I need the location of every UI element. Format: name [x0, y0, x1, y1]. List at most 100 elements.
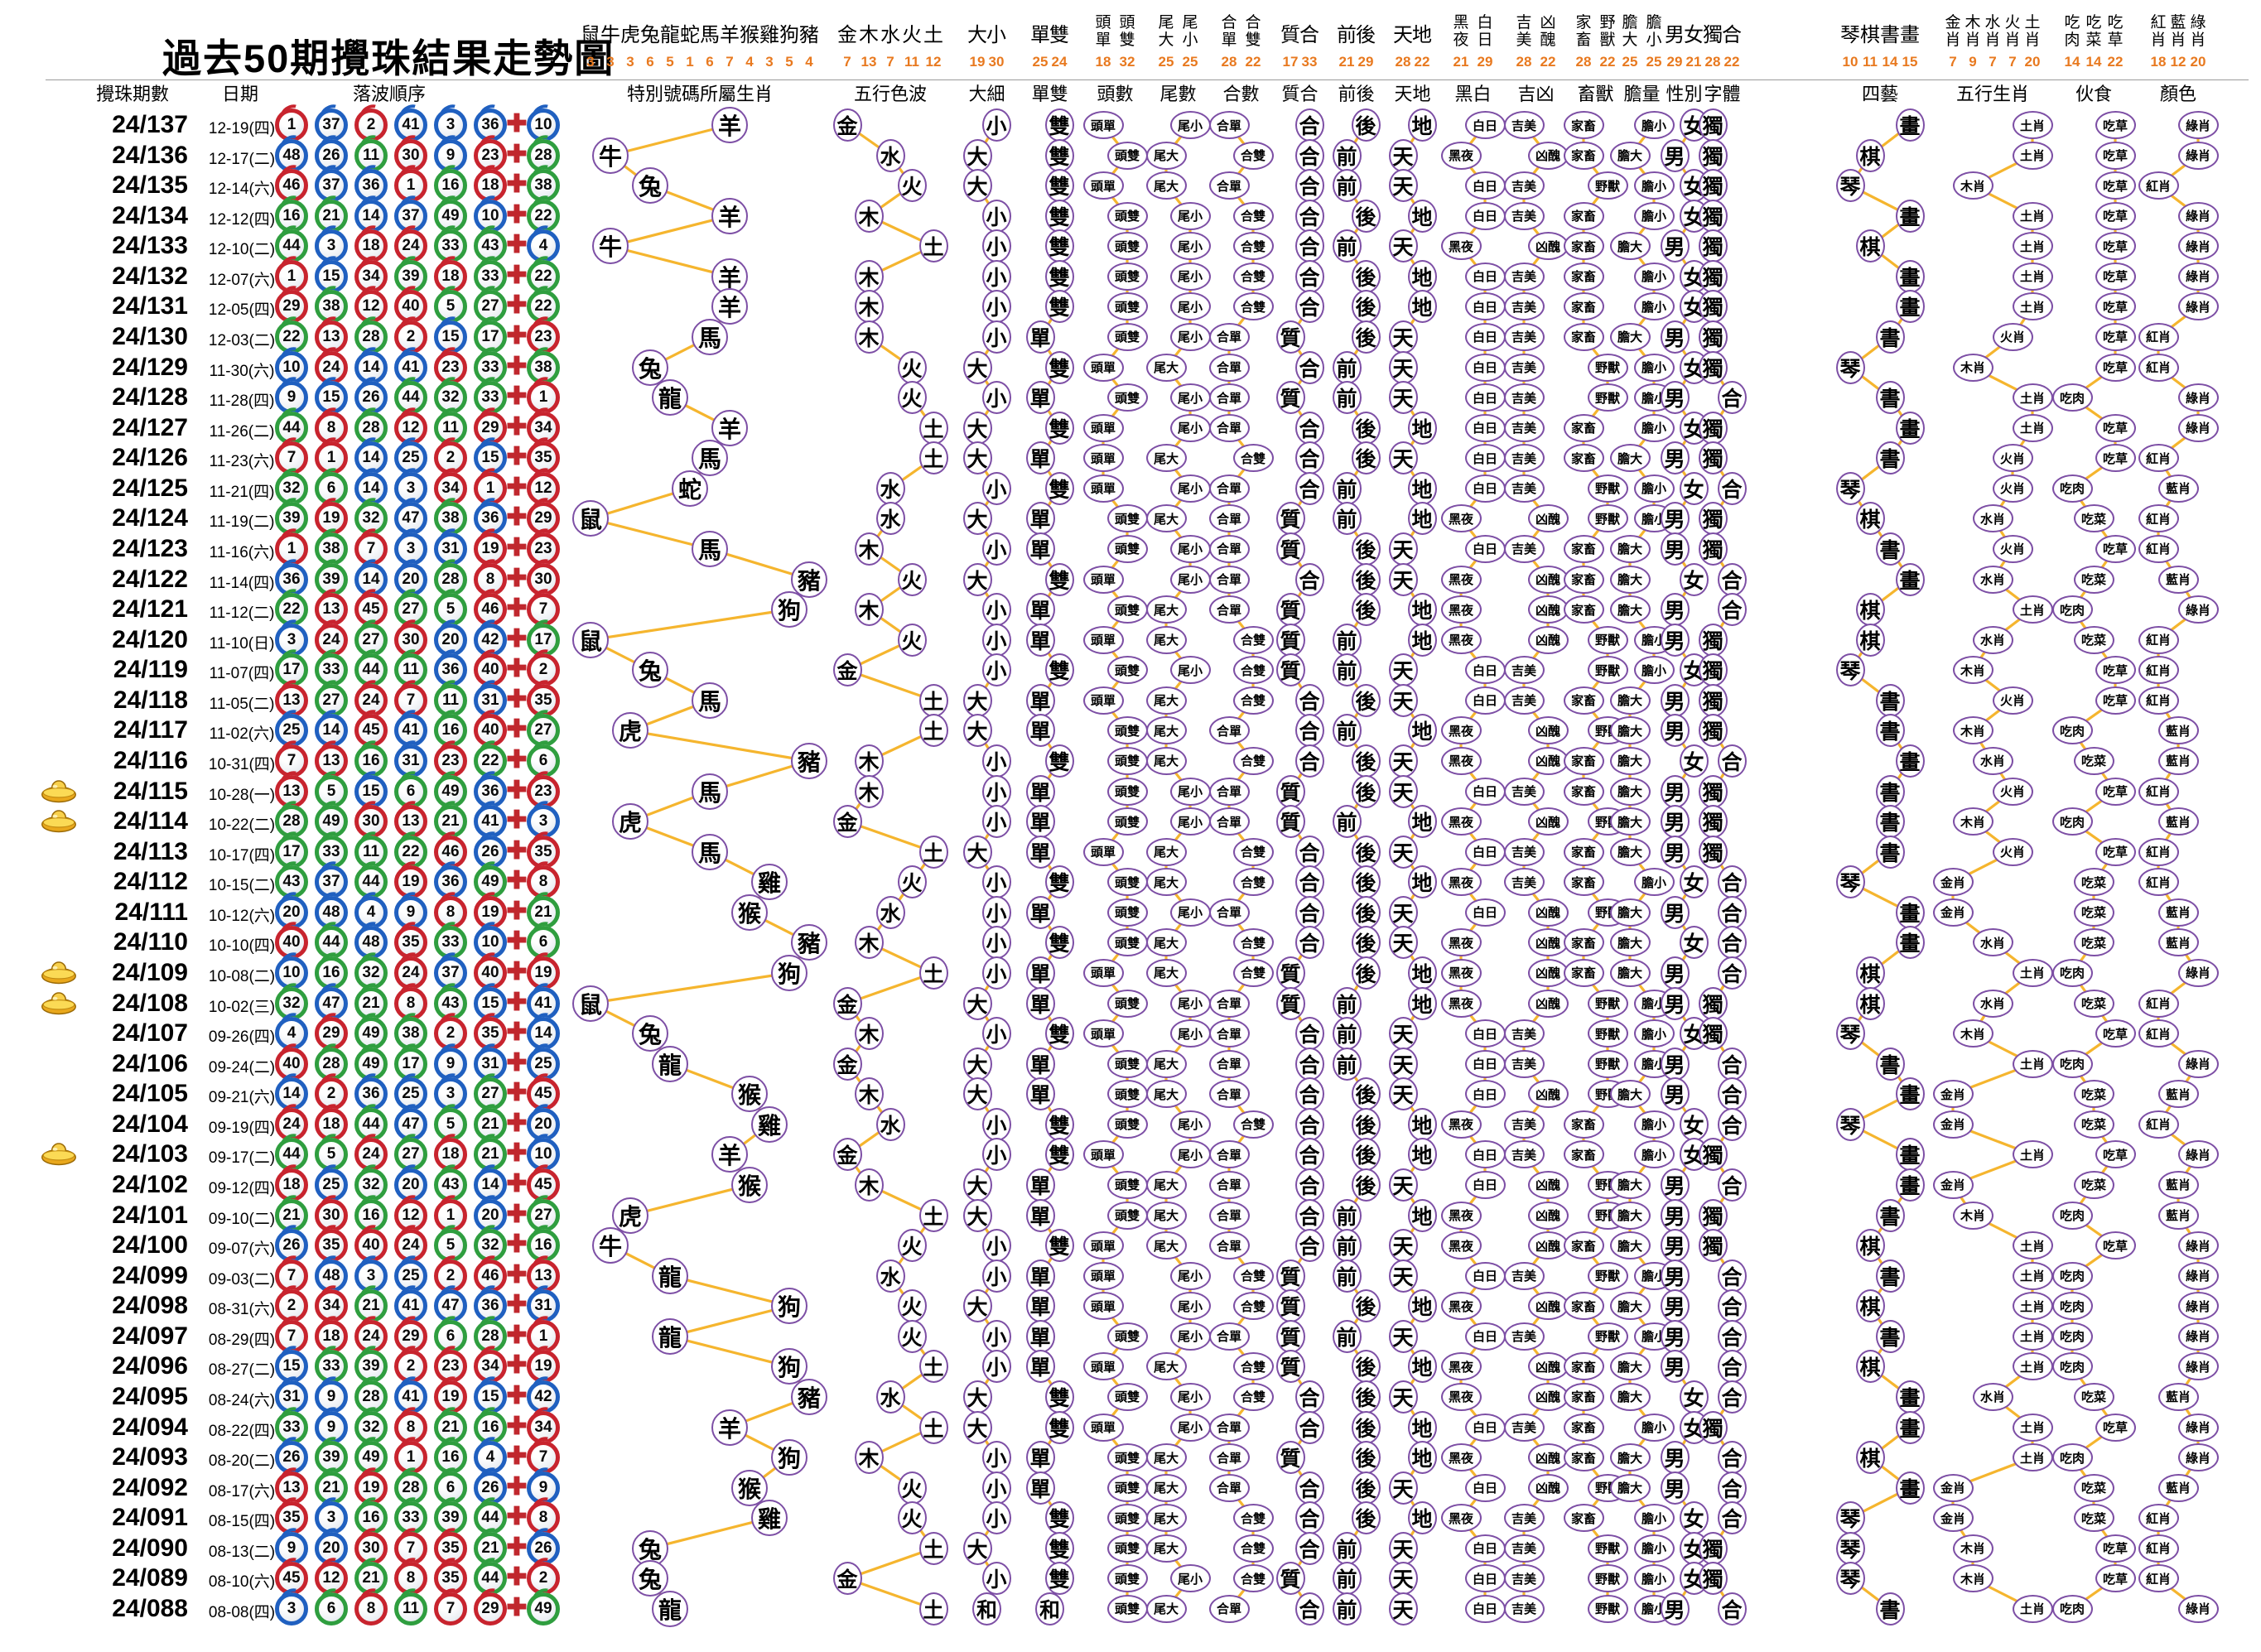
attr-color: 綠肖: [2177, 201, 2219, 230]
attr-tail: 尾小: [1169, 565, 1211, 594]
column-title-bw: 黑白: [1454, 84, 1492, 104]
attr-sex: 男: [1660, 1289, 1690, 1323]
attr-color: 藍肖: [2157, 565, 2199, 594]
header-option-cs-0: 家畜: [1575, 14, 1592, 49]
attr-food: 吃肉: [2051, 595, 2093, 624]
attr-dan: 膽大: [1609, 928, 1651, 957]
attr-cs: 野獸: [1587, 353, 1628, 382]
attr-sum: 合單: [1208, 1170, 1250, 1199]
attr-tail: 尾大: [1145, 1201, 1187, 1230]
header-option-sex-0: 男: [1665, 24, 1685, 46]
attr-ez: 火肖: [1992, 534, 2033, 563]
attr-tail: 尾小: [1169, 1261, 1211, 1290]
attr-dan: 膽大: [1609, 1382, 1651, 1411]
attr-tail: 尾大: [1145, 1352, 1187, 1381]
attr-food: 吃草: [2095, 141, 2136, 170]
attr-fb: 前: [1332, 986, 1362, 1020]
attr-dx: 小: [981, 1319, 1011, 1353]
element-wave: 土: [918, 1592, 948, 1626]
attr-art: 畫: [1895, 1138, 1925, 1172]
special-zodiac: 狗: [771, 954, 808, 991]
attr-ez: 木肖: [1952, 171, 1993, 200]
attr-td: 天: [1388, 381, 1418, 415]
attr-ds: 雙: [1044, 926, 1074, 960]
attr-td: 地: [1407, 1138, 1437, 1172]
element-wave: 土: [918, 441, 948, 475]
attr-tail: 尾小: [1169, 232, 1211, 261]
attr-dx: 小: [981, 1350, 1011, 1384]
attr-tail: 尾大: [1145, 868, 1187, 897]
attr-dx: 小: [981, 290, 1011, 324]
attr-zh: 合: [1294, 744, 1324, 778]
attr-dx: 大: [962, 562, 992, 596]
attr-tail: 尾大: [1145, 444, 1187, 473]
header-count-zodiac-1: 3: [606, 54, 615, 70]
attr-art: 畫: [1895, 108, 1925, 142]
element-wave: 火: [897, 562, 927, 596]
attr-ez: 金肖: [1932, 1110, 1974, 1139]
attr-tail: 尾小: [1169, 201, 1211, 230]
attr-jx: 吉美: [1503, 111, 1545, 139]
attr-ez: 木肖: [1952, 1534, 1993, 1563]
attr-food: 吃草: [2095, 413, 2136, 442]
attr-td: 地: [1407, 1501, 1437, 1535]
attr-jx: 凶醜: [1527, 625, 1569, 654]
attr-sum: 合雙: [1232, 837, 1274, 866]
attr-sex: 男: [1660, 1259, 1690, 1293]
attr-zh: 合: [1294, 562, 1324, 596]
attr-zh: 合: [1294, 350, 1324, 384]
attr-fb: 後: [1351, 1077, 1381, 1111]
attr-food: 吃草: [2095, 292, 2136, 321]
attr-head: 頭單: [1082, 1019, 1124, 1048]
attr-zh: 質: [1275, 1319, 1305, 1353]
attr-bw: 黑夜: [1440, 565, 1482, 594]
attr-td: 地: [1407, 1441, 1437, 1475]
attr-food: 吃菜: [2073, 504, 2114, 533]
attr-dan: 膽小: [1633, 171, 1675, 200]
element-wave: 火: [897, 623, 927, 657]
attr-ez: 土肖: [2012, 141, 2053, 170]
attr-sum: 合雙: [1232, 292, 1274, 321]
attr-bw: 黑夜: [1440, 1231, 1482, 1260]
attr-zh: 合: [1294, 1017, 1324, 1051]
attr-ds: 雙: [1044, 1410, 1074, 1444]
attr-head: 頭雙: [1106, 1382, 1148, 1411]
attr-dan: 膽小: [1633, 474, 1675, 503]
attr-dan: 膽小: [1633, 201, 1675, 230]
attr-jx: 吉美: [1503, 201, 1545, 230]
element-wave: 火: [897, 1229, 927, 1263]
attr-bw: 白日: [1464, 322, 1506, 351]
attr-zh: 合: [1294, 290, 1324, 324]
attr-sex: 男: [1660, 1229, 1690, 1263]
attr-fb: 後: [1351, 1441, 1381, 1475]
attr-td: 地: [1407, 471, 1437, 505]
gold-ingot-marker: [40, 1141, 78, 1170]
attr-font: 獨: [1698, 1229, 1728, 1263]
attr-head: 頭雙: [1106, 1473, 1148, 1502]
attr-ez: 水肖: [1972, 746, 2013, 775]
attr-head: 頭雙: [1106, 868, 1148, 897]
attr-ez: 木肖: [1952, 1201, 1993, 1230]
attr-jx: 吉美: [1503, 1564, 1545, 1593]
gold-ingot-marker: [40, 960, 78, 989]
attr-color: 綠肖: [2177, 1231, 2219, 1260]
attr-ds: 雙: [1044, 169, 1074, 203]
attr-head: 頭雙: [1106, 1504, 1148, 1533]
column-title-zodiac: 特別號碼所屬生肖: [626, 84, 774, 104]
column-title-ez: 五行生肖: [1955, 84, 2030, 104]
special-zodiac: 猴: [731, 1166, 768, 1203]
attr-bw: 白日: [1464, 837, 1506, 866]
attr-art: 棋: [1855, 138, 1885, 172]
header-count-dan-1: 25: [1646, 54, 1662, 70]
attr-ds: 單: [1025, 714, 1055, 748]
element-wave: 土: [918, 411, 948, 445]
attr-sex: 女: [1679, 926, 1709, 960]
attr-color: 藍肖: [2157, 746, 2199, 775]
attr-ez: 金肖: [1932, 868, 1974, 897]
attr-td: 地: [1407, 290, 1437, 324]
attr-art: 畫: [1895, 1410, 1925, 1444]
attr-food: 吃草: [2095, 837, 2136, 866]
attr-food: 吃菜: [2073, 1504, 2114, 1533]
attr-fb: 後: [1351, 1289, 1381, 1323]
attr-td: 天: [1388, 835, 1418, 869]
